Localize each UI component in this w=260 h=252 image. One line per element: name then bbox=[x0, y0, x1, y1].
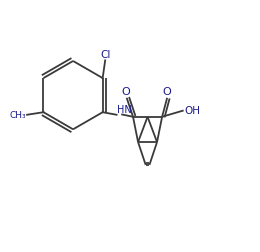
Text: HN: HN bbox=[117, 104, 132, 114]
Text: O: O bbox=[163, 87, 172, 97]
Text: CH₃: CH₃ bbox=[9, 111, 26, 120]
Text: O: O bbox=[121, 87, 130, 97]
Text: Cl: Cl bbox=[100, 50, 110, 60]
Text: OH: OH bbox=[184, 106, 200, 116]
